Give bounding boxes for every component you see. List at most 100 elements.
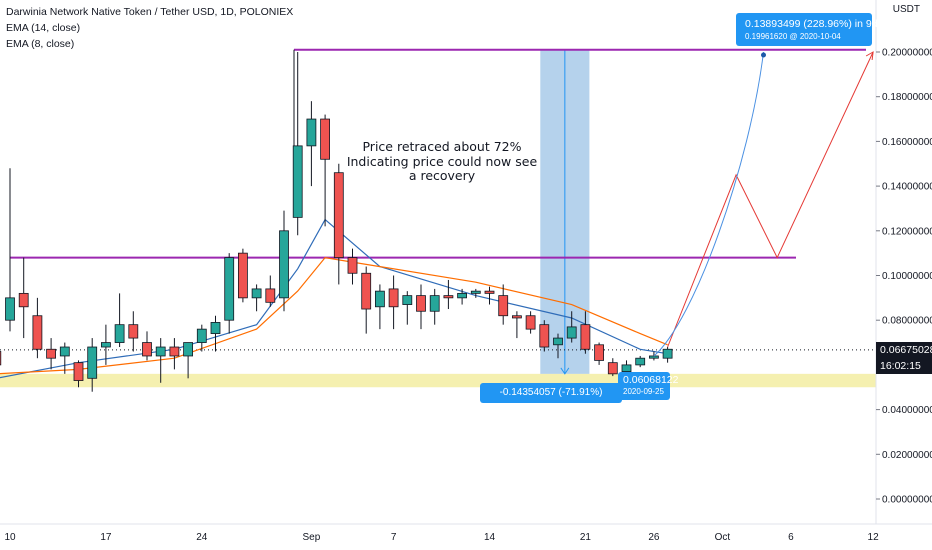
time-tick-label: Oct bbox=[715, 532, 731, 543]
indicator-ema14[interactable]: EMA (14, close) bbox=[6, 22, 81, 34]
candle-body bbox=[443, 295, 454, 299]
support-zone bbox=[0, 373, 876, 388]
last-price-tag: 0.06675028 bbox=[876, 342, 932, 358]
target-tooltip-main: 0.13893499 (228.96%) in 9d bbox=[745, 18, 878, 30]
candle-body bbox=[237, 252, 248, 299]
chart-annotation[interactable]: Price retraced about 72% Indicating pric… bbox=[342, 139, 542, 184]
time-tick-label: 10 bbox=[4, 532, 16, 543]
time-tick-label: 14 bbox=[484, 532, 496, 543]
candle-body bbox=[594, 344, 604, 361]
candle-body bbox=[142, 342, 152, 357]
candle-body bbox=[155, 346, 166, 357]
candle-body bbox=[347, 257, 358, 274]
candle-body bbox=[470, 290, 481, 294]
annotation-line-3: a recovery bbox=[408, 168, 476, 183]
time-tick-label: Sep bbox=[303, 532, 321, 543]
target-tooltip-sub: 0.19961620 @ 2020-10-04 bbox=[745, 32, 841, 41]
candle-body bbox=[457, 292, 468, 299]
price-tick-label: 0.16000000 bbox=[882, 137, 932, 148]
plot-area bbox=[0, 0, 876, 524]
candle-body bbox=[73, 362, 84, 381]
candle-body bbox=[402, 295, 413, 305]
candle-body bbox=[59, 346, 70, 357]
time-tick-label: 24 bbox=[196, 532, 208, 543]
price-tick-label: 0.12000000 bbox=[882, 226, 932, 237]
projection-arrow-head bbox=[865, 51, 874, 61]
time-tick-label: 6 bbox=[788, 532, 794, 543]
candle-body bbox=[265, 288, 276, 303]
drawdown-tooltip: -0.14354057 (-71.91%) -14354057 bbox=[480, 383, 622, 418]
candle-body bbox=[87, 346, 98, 379]
candle-body bbox=[128, 324, 139, 339]
price-tick-label: 0.02000000 bbox=[882, 450, 932, 461]
price-tick-label: 0.18000000 bbox=[882, 92, 932, 103]
candle-body bbox=[279, 230, 289, 299]
candle-body bbox=[333, 172, 344, 259]
candle-body bbox=[5, 297, 15, 321]
currency-label: USDT bbox=[892, 4, 920, 15]
price-tick-label: 0.00000000 bbox=[882, 495, 932, 506]
candle-body bbox=[169, 346, 180, 357]
candle-body bbox=[429, 295, 440, 312]
candle-body bbox=[607, 362, 618, 375]
time-tick-label: 26 bbox=[648, 532, 660, 543]
price-axis: 0.000000000.020000000.040000000.06000000… bbox=[875, 0, 932, 524]
candle-body bbox=[649, 355, 659, 359]
candle-body bbox=[224, 257, 235, 321]
candle-body bbox=[553, 337, 563, 346]
price-tick-label: 0.14000000 bbox=[882, 182, 932, 193]
candle-body bbox=[183, 342, 194, 357]
candle-body bbox=[210, 322, 221, 335]
candle-body bbox=[46, 348, 56, 359]
countdown-tag: 16:02:15 bbox=[876, 358, 932, 374]
candles-group bbox=[0, 52, 673, 392]
candle-body bbox=[512, 315, 522, 319]
candle-body bbox=[361, 272, 372, 310]
time-axis: 10 17 24 Sep 7 14 21 26 Oct 6 12 bbox=[0, 523, 932, 543]
candle-body bbox=[498, 295, 509, 317]
candle-body bbox=[18, 292, 29, 308]
annotation-line-1: Price retraced about 72% bbox=[362, 139, 522, 154]
ema8-line bbox=[0, 256, 668, 375]
candle-body bbox=[525, 315, 536, 330]
price-tick-label: 0.10000000 bbox=[882, 271, 932, 282]
target-tooltip: 0.13893499 (228.96%) in 9d 0.19961620 @ … bbox=[736, 13, 878, 46]
annotation-line-2: Indicating price could now see bbox=[346, 153, 538, 169]
time-tick-label: 17 bbox=[100, 532, 112, 543]
time-tick-label: 21 bbox=[580, 532, 592, 543]
projection-path bbox=[667, 51, 874, 348]
time-tick-label: 12 bbox=[868, 532, 880, 543]
candle-body bbox=[621, 364, 632, 373]
candle-body bbox=[416, 295, 426, 312]
candle-body bbox=[251, 288, 262, 299]
low-tooltip: 0.06068122 2020-09-25 bbox=[618, 372, 679, 400]
forecast-curve bbox=[653, 51, 764, 357]
candle-body bbox=[539, 324, 550, 348]
candle-body bbox=[635, 357, 646, 366]
time-tick-label: 7 bbox=[391, 532, 397, 543]
price-tick-label: 0.04000000 bbox=[882, 405, 932, 416]
low-tooltip-date: 2020-09-25 bbox=[623, 387, 664, 396]
low-tooltip-value: 0.06068122 bbox=[623, 374, 679, 386]
candle-body bbox=[0, 351, 2, 366]
candle-body bbox=[114, 324, 125, 343]
indicator-ema8[interactable]: EMA (8, close) bbox=[6, 38, 75, 50]
candle-body bbox=[374, 290, 385, 308]
candle-body bbox=[292, 145, 303, 218]
candle-body bbox=[580, 324, 591, 350]
candle-body bbox=[566, 326, 577, 339]
candle-body bbox=[32, 315, 43, 350]
candle-body bbox=[484, 290, 495, 294]
candle-body bbox=[388, 288, 399, 308]
forecast-target-dot bbox=[761, 52, 766, 58]
symbol-title[interactable]: Darwinia Network Native Token / Tether U… bbox=[6, 6, 294, 18]
candle-body bbox=[196, 328, 207, 343]
candle-body bbox=[662, 348, 673, 359]
candle-body bbox=[320, 118, 331, 160]
measure-arrow-head bbox=[560, 367, 570, 375]
chart-legend: Darwinia Network Native Token / Tether U… bbox=[6, 4, 293, 52]
price-tick-label: 0.20000000 bbox=[882, 48, 932, 59]
price-tick-label: 0.08000000 bbox=[882, 316, 932, 327]
candle-body bbox=[306, 118, 317, 147]
